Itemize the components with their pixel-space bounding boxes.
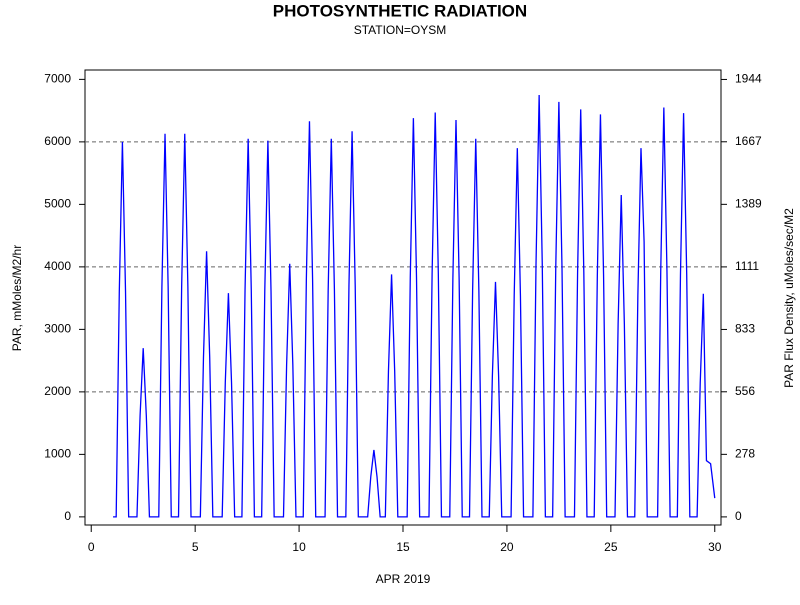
chart-title: PHOTOSYNTHETIC RADIATION: [273, 1, 527, 20]
y2-tick-label: 1389: [735, 197, 762, 211]
y2-tick-label: 0: [735, 509, 742, 523]
y2-tick-label: 1111: [735, 259, 759, 273]
y2-tick-label: 1944: [735, 72, 762, 86]
y-axis-label: PAR, mMoles/M2/hr: [10, 245, 24, 351]
y-tick-label: 6000: [44, 134, 71, 148]
chart-subtitle: STATION=OYSM: [354, 23, 447, 37]
y2-tick-label: 278: [735, 447, 755, 461]
x-tick-label: 10: [292, 540, 306, 554]
x-tick-label: 20: [500, 540, 514, 554]
y-tick-label: 3000: [44, 322, 71, 336]
y-tick-label: 4000: [44, 259, 71, 273]
plot-frame: [84, 69, 722, 526]
y2-tick-label: 833: [735, 322, 755, 336]
x-tick-label: 0: [88, 540, 95, 554]
data-line: [113, 94, 716, 518]
y-tick-label: 2000: [44, 384, 71, 398]
x-tick-label: 15: [396, 540, 410, 554]
y-tick-label: 7000: [44, 72, 71, 86]
y-tick-label: 5000: [44, 197, 71, 211]
x-tick-label: 30: [708, 540, 722, 554]
y-tick-label: 1000: [44, 447, 71, 461]
y2-tick-label: 1667: [735, 134, 762, 148]
x-tick-label: 25: [604, 540, 618, 554]
y-tick-label: 0: [64, 509, 71, 523]
y2-tick-label: 556: [735, 384, 755, 398]
y2-axis-label: PAR Flux Density, uMoles/sec/M2: [782, 208, 796, 388]
x-axis-label: APR 2019: [376, 572, 431, 586]
x-tick-label: 5: [192, 540, 199, 554]
